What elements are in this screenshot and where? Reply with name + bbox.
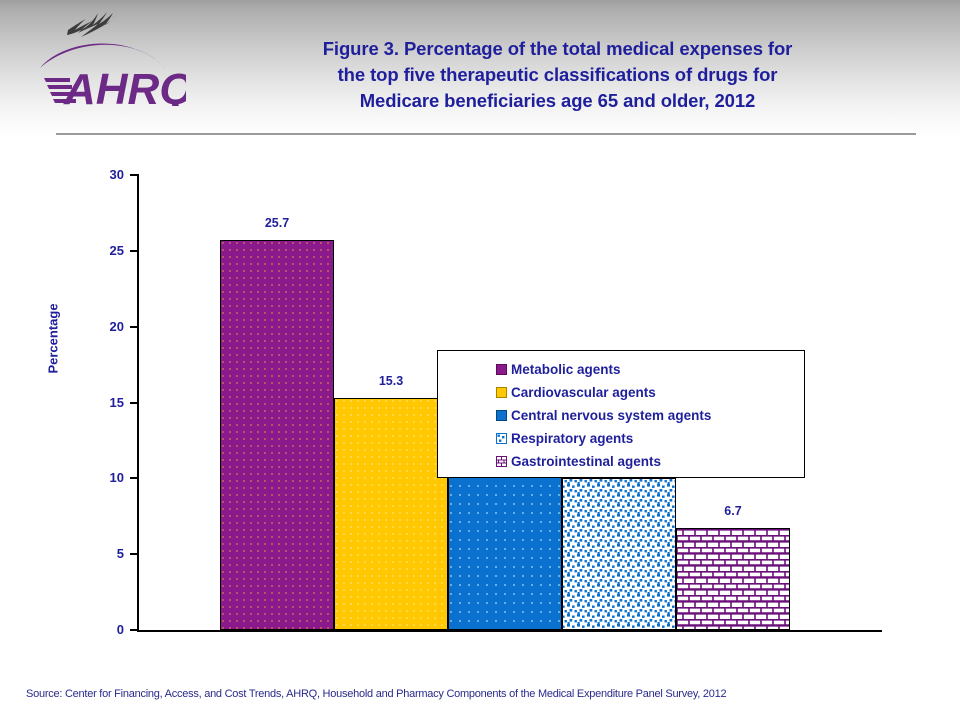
bar-cardiovascular xyxy=(334,397,448,630)
y-axis-line xyxy=(137,174,139,631)
hhs-eagle-icon xyxy=(67,12,117,37)
y-tick-label: 10 xyxy=(109,470,124,486)
legend-item-cardiovascular: Cardiovascular agents xyxy=(496,381,804,404)
y-tick-mark xyxy=(130,477,137,480)
y-tick-mark xyxy=(130,249,137,252)
bar-gastrointestinal xyxy=(676,528,790,630)
ahrq-wordmark: AHRQ xyxy=(40,43,186,106)
bar-respiratory xyxy=(562,478,676,630)
y-tick-label: 20 xyxy=(109,318,124,334)
y-tick-mark xyxy=(130,553,137,556)
x-axis-line xyxy=(137,630,882,632)
chart-legend: Metabolic agents Cardiovascular agents C… xyxy=(437,350,805,478)
legend-label: Metabolic agents xyxy=(511,362,621,377)
cns-swatch-icon xyxy=(496,410,507,421)
y-tick-label: 25 xyxy=(109,242,124,258)
y-tick-mark xyxy=(130,174,137,176)
bars-layer: 25.715.310.910.06.7 xyxy=(0,136,960,631)
legend-label: Central nervous system agents xyxy=(511,408,712,423)
legend-item-cns: Central nervous system agents xyxy=(496,404,804,427)
bar-cns xyxy=(448,464,562,630)
bar-value-label: 25.7 xyxy=(264,216,290,231)
bar-metabolic xyxy=(220,240,334,630)
header-band xyxy=(0,0,960,136)
y-tick-label: 5 xyxy=(116,546,124,562)
title-line-1: Figure 3. Percentage of the total medica… xyxy=(322,38,793,59)
title-line-3: Medicare beneficiaries age 65 and older,… xyxy=(359,90,756,111)
y-tick-mark xyxy=(130,629,137,631)
bar-value-label: 15.3 xyxy=(378,373,404,388)
cardiovascular-swatch-icon xyxy=(496,387,507,398)
legend-item-metabolic: Metabolic agents xyxy=(496,358,804,381)
y-tick-label: 0 xyxy=(116,622,124,637)
ahrq-logo: AHRQ xyxy=(28,6,188,112)
respiratory-swatch-icon xyxy=(496,433,507,444)
y-tick-mark xyxy=(130,325,137,328)
page-title: Figure 3. Percentage of the total medica… xyxy=(245,36,870,114)
legend-label: Gastrointestinal agents xyxy=(511,454,662,469)
legend-item-gastrointestinal: Gastrointestinal agents xyxy=(496,450,804,473)
source-note: Source: Center for Financing, Access, an… xyxy=(26,688,727,700)
gastrointestinal-swatch-icon xyxy=(496,456,507,467)
legend-label: Cardiovascular agents xyxy=(511,385,656,400)
y-tick-label: 15 xyxy=(109,394,124,410)
legend-item-respiratory: Respiratory agents xyxy=(496,427,804,450)
header-divider xyxy=(56,133,916,135)
legend-label: Respiratory agents xyxy=(511,431,634,446)
y-tick-mark xyxy=(130,401,137,404)
title-line-2: the top five therapeutic classifications… xyxy=(337,64,778,85)
svg-text:AHRQ: AHRQ xyxy=(63,65,186,106)
y-tick-label: 30 xyxy=(109,167,124,182)
metabolic-swatch-icon xyxy=(496,364,507,375)
bar-value-label: 6.7 xyxy=(724,504,742,519)
